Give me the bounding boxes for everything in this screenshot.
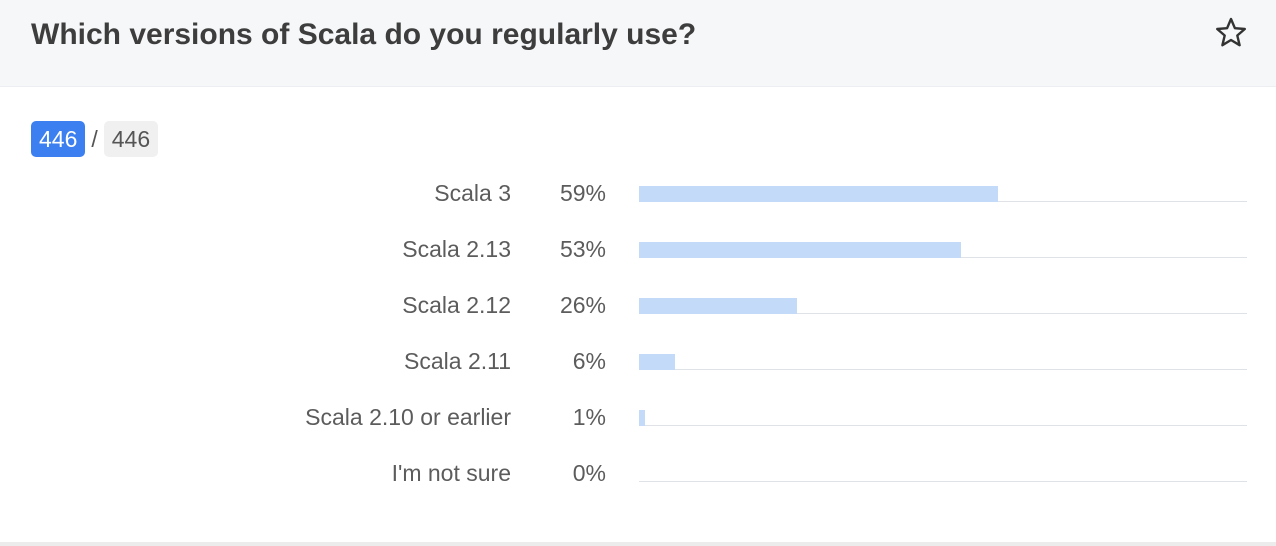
bar-track: [639, 481, 1247, 482]
bar: [639, 242, 961, 258]
question-title: Which versions of Scala do you regularly…: [31, 18, 697, 51]
favorite-button[interactable]: [1212, 15, 1250, 51]
count-separator: /: [91, 125, 98, 152]
category-label: I'm not sure: [391, 460, 511, 486]
category-label: Scala 2.11: [404, 348, 511, 374]
bar: [639, 354, 675, 370]
response-counter: 446 / 446: [31, 121, 159, 157]
percent-label: 59%: [559, 180, 606, 206]
total-count-badge: 446: [103, 121, 159, 157]
star-outline-icon: [1215, 17, 1246, 47]
results-bar-chart: Scala 3 59% Scala 2.13 53% Scala 2.12 26% Scal…: [0, 170, 1276, 500]
bar-track: [639, 425, 1247, 426]
category-label: Scala 2.12: [402, 292, 511, 318]
bar-track: [639, 313, 1247, 314]
card-header: Which versions of Scala do you regularly…: [0, 0, 1276, 87]
percent-label: 26%: [559, 292, 606, 318]
percent-label: 6%: [572, 348, 606, 374]
category-label: Scala 2.13: [402, 236, 511, 262]
bar: [639, 298, 797, 314]
chart-row: Scala 2.10 or earlier 1%: [0, 394, 1276, 450]
answered-count-badge[interactable]: 446: [31, 121, 86, 157]
percent-label: 1%: [572, 404, 606, 430]
bar: [639, 410, 645, 426]
bar-track: [639, 369, 1247, 370]
chart-row: Scala 3 59%: [0, 170, 1276, 226]
category-label: Scala 3: [434, 180, 511, 206]
percent-label: 0%: [572, 460, 606, 486]
bar: [639, 186, 998, 202]
chart-row: Scala 2.12 26%: [0, 282, 1276, 338]
chart-row: Scala 2.11 6%: [0, 338, 1276, 394]
category-label: Scala 2.10 or earlier: [305, 404, 511, 430]
chart-row: I'm not sure 0%: [0, 450, 1276, 506]
chart-row: Scala 2.13 53%: [0, 226, 1276, 282]
percent-label: 53%: [559, 236, 606, 262]
